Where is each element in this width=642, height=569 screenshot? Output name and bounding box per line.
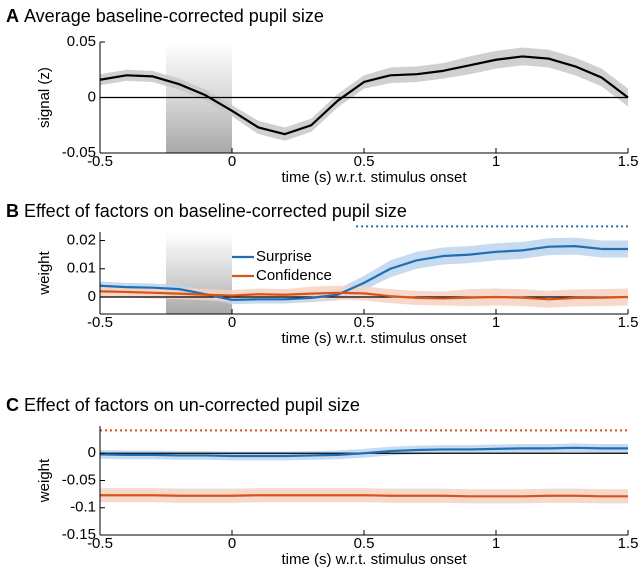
error-band [100, 443, 628, 461]
x-tick-label: 1 [492, 153, 500, 170]
x-tick-label: 0 [228, 314, 236, 331]
y-tick-label: 0.01 [67, 260, 96, 277]
x-tick-label: 0.5 [354, 535, 375, 552]
panel-label: B [6, 201, 19, 221]
x-tick-label: -0.5 [87, 314, 113, 331]
panel-label: A [6, 6, 19, 26]
x-axis-label: time (s) w.r.t. stimulus onset [281, 330, 467, 347]
title-text: Effect of factors on un-corrected pupil … [24, 395, 360, 415]
x-axis-label: time (s) w.r.t. stimulus onset [281, 551, 467, 568]
x-tick-label: 1 [492, 314, 500, 331]
legend-label: Surprise [256, 248, 312, 265]
y-tick-label: 0.05 [67, 33, 96, 50]
series-line [100, 494, 628, 498]
series-line [99, 290, 629, 301]
x-tick-label: 1.5 [618, 314, 639, 331]
y-tick-label: 0.02 [67, 231, 96, 248]
panel-title: C Effect of factors on un-corrected pupil… [6, 395, 360, 415]
x-tick-label: 1 [492, 535, 500, 552]
y-tick-label: 0 [88, 444, 96, 461]
x-tick-label: -0.5 [87, 153, 113, 170]
title-text: Effect of factors on baseline-corrected … [24, 201, 407, 221]
title-text: Average baseline-corrected pupil size [24, 6, 324, 26]
y-tick-label: 0 [88, 88, 96, 105]
x-tick-label: 0.5 [354, 314, 375, 331]
x-tick-label: 0 [228, 153, 236, 170]
y-axis-label: weight [36, 250, 53, 295]
x-tick-label: 1.5 [618, 153, 639, 170]
series-line [99, 446, 628, 458]
y-tick-label: 0 [88, 288, 96, 305]
x-tick-label: 0 [228, 535, 236, 552]
legend-label: Confidence [256, 267, 332, 284]
panel-title: A Average baseline-corrected pupil size [6, 6, 324, 26]
x-tick-label: 1.5 [618, 535, 639, 552]
y-tick-label: -0.05 [62, 471, 96, 488]
x-axis-label: time (s) w.r.t. stimulus onset [281, 169, 467, 186]
panel-label: C [6, 395, 19, 415]
y-tick-label: -0.15 [62, 526, 96, 543]
series-line [99, 245, 628, 301]
x-tick-label: -0.5 [87, 535, 113, 552]
series-line [99, 55, 629, 136]
panel-title: B Effect of factors on baseline-corrected… [6, 201, 407, 221]
error-band [100, 237, 628, 305]
y-tick-label: -0.05 [62, 144, 96, 161]
y-tick-label: -0.1 [70, 499, 96, 516]
y-axis-label: weight [36, 458, 53, 503]
y-axis-label: signal (z) [36, 67, 53, 128]
x-tick-label: 0.5 [354, 153, 375, 170]
